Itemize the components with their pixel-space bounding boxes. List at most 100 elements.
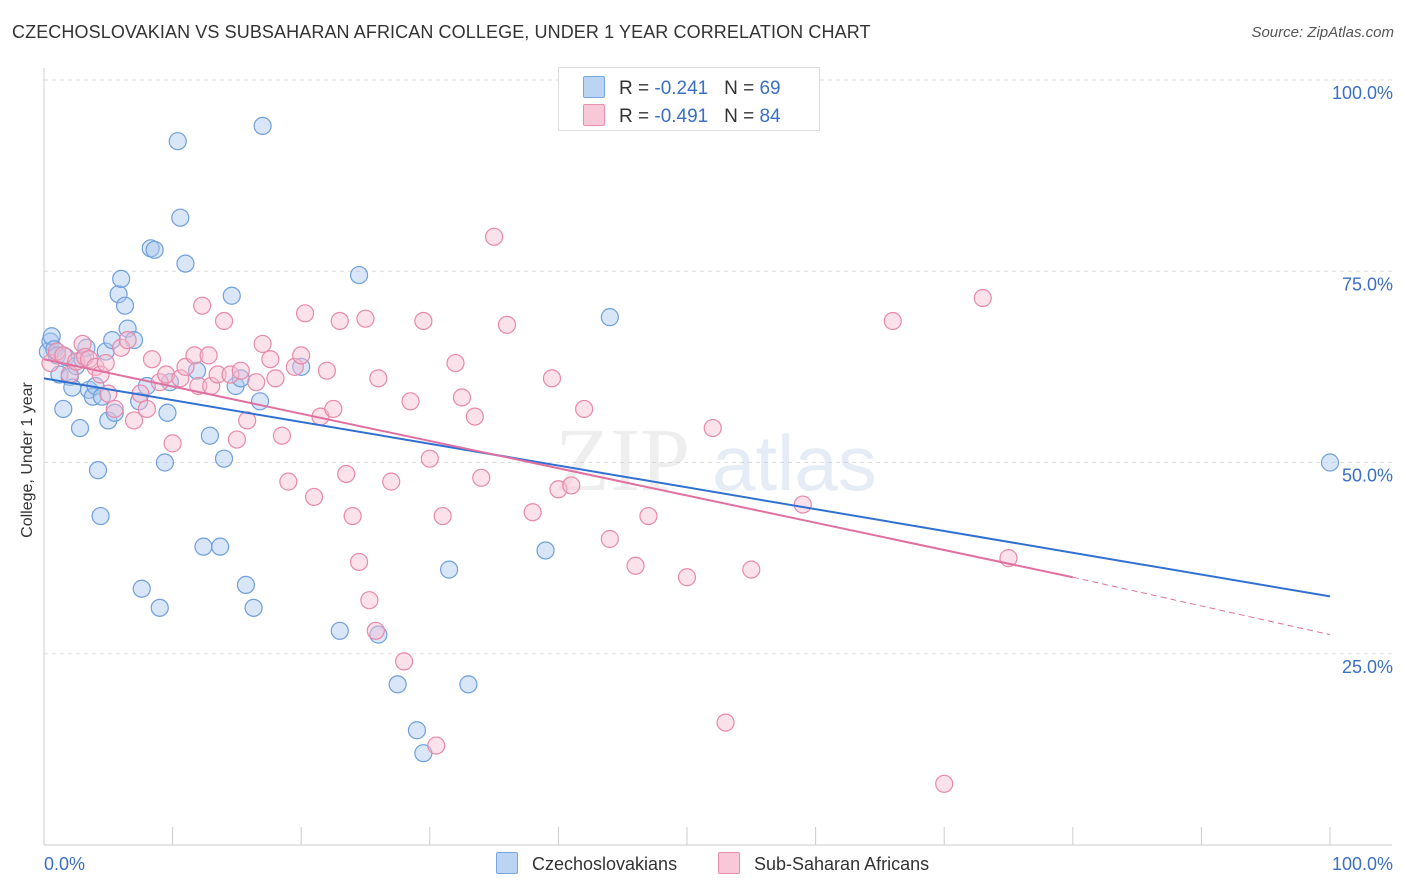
x-tick-label-1: 100.0% [1332, 854, 1393, 874]
point-subsaharan-41 [285, 357, 304, 376]
point-subsaharan-21 [163, 434, 182, 453]
point-czech-41 [187, 361, 207, 380]
chart-title: CZECHOSLOVAKIAN VS SUBSAHARAN AFRICAN CO… [12, 22, 871, 42]
point-subsaharan-37 [261, 350, 280, 369]
point-subsaharan-12 [105, 399, 124, 419]
tick-labels: 25.0% 50.0% 75.0% 100.0% 0.0% 100.0% [44, 83, 1393, 874]
point-subsaharan-47 [324, 399, 343, 419]
point-subsaharan-32 [227, 430, 246, 449]
y-tick-label-2: 75.0% [1342, 274, 1393, 294]
point-subsaharan-18 [142, 350, 162, 369]
point-subsaharan-81 [793, 495, 812, 514]
point-subsaharan-72 [562, 476, 581, 495]
series-legend: Czechoslovakians Sub-Saharan Africans [0, 852, 1406, 876]
point-subsaharan-52 [356, 309, 375, 328]
legend-label-czechoslovakians: Czechoslovakians [532, 854, 678, 874]
point-subsaharan-15 [124, 411, 144, 430]
point-subsaharan-63 [446, 353, 465, 373]
point-czech-64 [1320, 453, 1340, 472]
point-czech-55 [349, 265, 369, 285]
point-subsaharan-78 [703, 418, 722, 438]
point-czech-11 [70, 418, 90, 438]
point-subsaharan-55 [369, 369, 388, 388]
legend-swatch-subsaharan [718, 852, 740, 874]
legend-swatch-blue [583, 76, 605, 98]
point-subsaharan-61 [427, 736, 446, 755]
x-tick-label-0: 0.0% [44, 854, 85, 874]
r-value-czech: -0.241 [654, 78, 709, 99]
point-subsaharan-82 [883, 311, 902, 331]
point-czech-58 [407, 721, 427, 740]
point-czech-52 [253, 116, 272, 136]
point-subsaharan-14 [118, 331, 137, 350]
point-czech-57 [388, 675, 407, 694]
watermark-atlas: atlas [712, 419, 877, 507]
stats-row-czechoslovakians: R = -0.241 N = 69 [583, 76, 781, 100]
point-subsaharan-33 [231, 361, 250, 380]
point-subsaharan-44 [304, 487, 324, 507]
point-subsaharan-60 [420, 449, 439, 468]
point-czech-62 [536, 541, 555, 560]
point-subsaharan-48 [330, 311, 349, 331]
legend-swatch-pink [583, 104, 605, 126]
axes [43, 68, 1392, 846]
point-subsaharan-79 [716, 713, 735, 732]
point-subsaharan-30 [214, 311, 234, 331]
point-czech-48 [231, 369, 250, 388]
point-subsaharan-84 [973, 288, 992, 308]
point-subsaharan-49 [337, 464, 356, 484]
point-czech-26 [115, 296, 135, 315]
point-czech-44 [211, 537, 230, 556]
point-subsaharan-67 [485, 227, 504, 246]
point-subsaharan-62 [433, 506, 452, 526]
point-subsaharan-39 [272, 426, 292, 445]
point-subsaharan-56 [382, 472, 401, 491]
point-subsaharan-40 [279, 472, 298, 491]
point-czech-24 [109, 285, 128, 304]
point-subsaharan-80 [742, 560, 761, 579]
legend-item-czechoslovakians[interactable]: Czechoslovakians [496, 852, 677, 875]
point-czech-6 [54, 399, 73, 419]
point-czech-33 [145, 240, 164, 259]
source-label: Source: ZipAtlas.com [1251, 24, 1394, 41]
point-czech-50 [244, 598, 263, 617]
point-czech-38 [168, 132, 187, 151]
trend-lines [43, 358, 1331, 636]
point-czech-63 [600, 308, 619, 327]
point-czech-49 [236, 575, 256, 595]
point-subsaharan-66 [472, 468, 491, 487]
legend-label-subsaharan: Sub-Saharan Africans [754, 854, 930, 874]
y-tick-label-1: 50.0% [1342, 466, 1393, 486]
point-subsaharan-77 [677, 568, 697, 587]
point-czech-23 [105, 403, 124, 422]
point-czech-40 [176, 254, 195, 273]
trend-line-subsaharan-extrapolated [1072, 576, 1331, 636]
point-subsaharan-10 [96, 353, 115, 373]
point-subsaharan-68 [497, 315, 517, 334]
data-points [38, 116, 1340, 793]
point-czech-29 [130, 392, 149, 411]
point-czech-45 [214, 449, 234, 468]
point-czech-25 [112, 269, 131, 288]
point-czech-18 [91, 506, 110, 526]
point-subsaharan-73 [575, 399, 594, 419]
legend-swatch-czechoslovakians [496, 852, 518, 874]
point-subsaharan-24 [185, 346, 204, 365]
point-subsaharan-74 [600, 529, 619, 549]
point-subsaharan-38 [266, 369, 285, 388]
stats-row-subsaharan: R = -0.491 N = 84 [583, 104, 781, 128]
point-czech-39 [171, 208, 190, 227]
point-subsaharan-59 [414, 311, 433, 331]
point-subsaharan-22 [171, 369, 190, 388]
legend-item-subsaharan[interactable]: Sub-Saharan Africans [718, 852, 929, 875]
point-subsaharan-50 [343, 506, 362, 526]
point-subsaharan-35 [247, 373, 266, 392]
point-czech-60 [439, 560, 459, 579]
point-subsaharan-20 [157, 365, 176, 384]
point-subsaharan-69 [523, 503, 542, 522]
n-value-subsaharan: 84 [759, 106, 781, 127]
point-czech-54 [330, 621, 349, 640]
y-tick-label-3: 100.0% [1332, 83, 1393, 103]
r-value-subsaharan: -0.491 [654, 106, 709, 127]
y-axis-label: College, Under 1 year [19, 382, 36, 538]
